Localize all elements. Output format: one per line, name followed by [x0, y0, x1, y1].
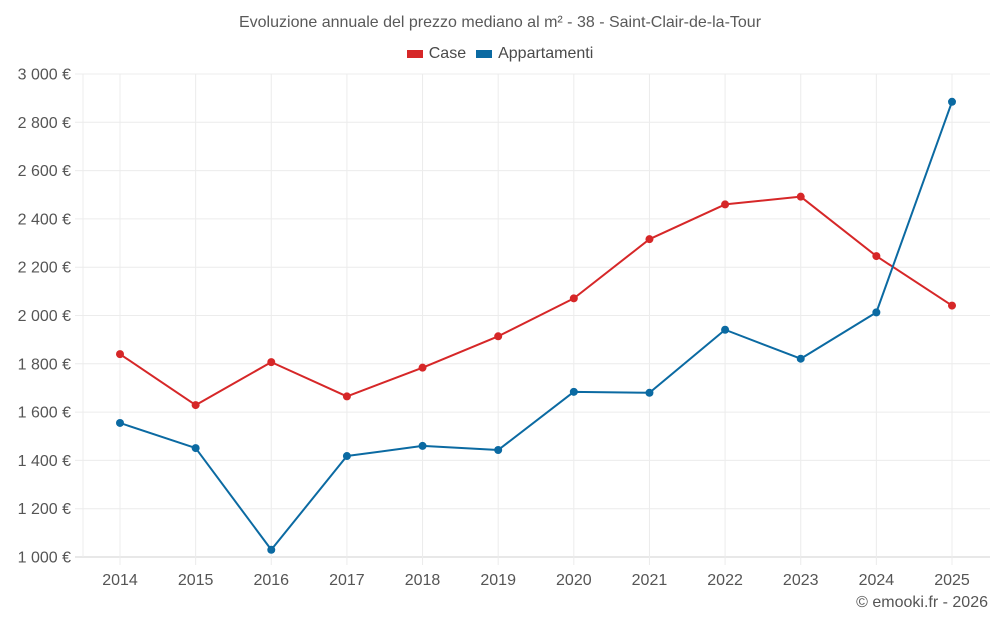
data-point-case — [948, 301, 956, 310]
legend-label-appartamenti: Appartamenti — [498, 45, 594, 62]
x-tick-label: 2022 — [707, 572, 743, 589]
y-tick-label: 2 000 € — [18, 308, 71, 325]
data-point-case — [418, 363, 427, 372]
series-line-appartamenti — [119, 101, 953, 551]
data-point-appartamenti — [191, 444, 200, 453]
data-point-appartamenti — [721, 325, 730, 334]
legend-swatch-appartamenti — [476, 50, 493, 58]
chart-title: Evoluzione annuale del prezzo mediano al… — [238, 14, 762, 31]
legend: Case Appartamenti — [0, 45, 1000, 63]
legend-swatch-case — [406, 50, 423, 58]
data-point-case — [721, 200, 730, 209]
y-tick-label: 2 800 € — [18, 115, 71, 132]
y-tick-label: 3 000 € — [18, 67, 71, 84]
data-point-case — [645, 235, 654, 244]
x-tick-label: 2019 — [480, 572, 516, 589]
data-point-case — [191, 401, 200, 410]
data-point-appartamenti — [645, 388, 654, 397]
x-tick-label: 2016 — [253, 572, 289, 589]
x-tick-label: 2021 — [632, 572, 668, 589]
data-point-case — [267, 358, 276, 367]
data-point-appartamenti — [569, 387, 578, 396]
y-tick-label: 2 200 € — [18, 260, 71, 277]
credit-text: © emooki.fr - 2026 — [856, 594, 988, 611]
data-point-case — [116, 350, 124, 359]
legend-item-appartamenti[interactable]: Appartamenti — [476, 45, 593, 63]
data-point-appartamenti — [116, 418, 124, 427]
y-tick-label: 2 600 € — [18, 163, 71, 180]
data-point-appartamenti — [418, 441, 427, 450]
y-tick-label: 1 600 € — [18, 405, 71, 422]
y-tick-label: 1 000 € — [18, 550, 71, 567]
series-line-case — [119, 195, 953, 407]
x-tick-label: 2023 — [783, 572, 819, 589]
x-tick-label: 2018 — [405, 572, 441, 589]
x-tick-label: 2025 — [934, 572, 970, 589]
data-point-case — [569, 294, 578, 303]
x-tick-label: 2020 — [556, 572, 592, 589]
data-point-case — [342, 392, 351, 401]
data-point-appartamenti — [342, 452, 351, 461]
x-tick-label: 2014 — [102, 572, 138, 589]
y-tick-label: 1 800 € — [18, 356, 71, 373]
y-tick-label: 1 400 € — [18, 453, 71, 470]
legend-label-case: Case — [428, 45, 467, 62]
y-tick-label: 2 400 € — [18, 211, 71, 228]
x-tick-label: 2017 — [329, 572, 365, 589]
y-tick-label: 1 200 € — [18, 501, 71, 518]
data-point-case — [872, 252, 881, 261]
data-point-appartamenti — [796, 354, 805, 363]
data-point-appartamenti — [494, 446, 503, 455]
legend-item-case[interactable]: Case — [406, 45, 467, 63]
data-point-appartamenti — [267, 545, 276, 554]
x-tick-label: 2024 — [859, 572, 895, 589]
data-point-case — [494, 332, 503, 341]
data-point-appartamenti — [948, 97, 956, 106]
data-point-appartamenti — [872, 308, 881, 317]
x-tick-label: 2015 — [178, 572, 214, 589]
data-point-case — [796, 192, 805, 201]
